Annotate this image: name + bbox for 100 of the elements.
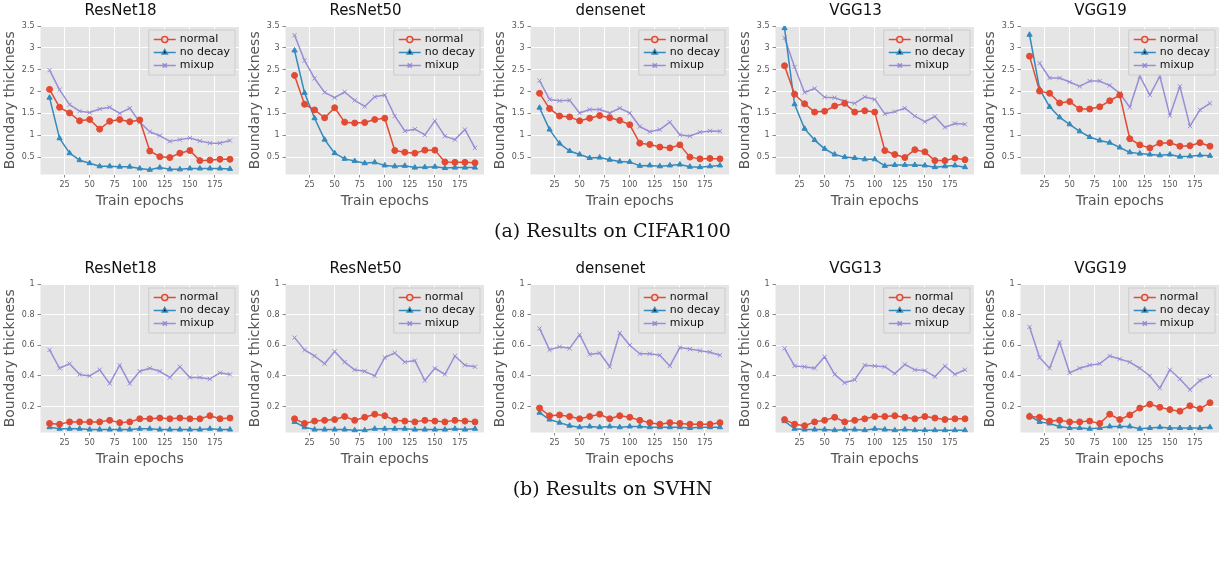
legend-label: no decay (424, 45, 476, 59)
y-tick-label: 0.2 (511, 401, 525, 411)
x-tick-label: 125 (1137, 180, 1153, 190)
x-tick-label: 25 (549, 180, 560, 190)
legend-label: normal (669, 290, 709, 304)
x-tick-label: 25 (549, 438, 560, 448)
y-tick-label: 1.5 (21, 108, 35, 118)
x-tick-label: 150 (672, 180, 688, 190)
x-tick-label: 25 (1039, 438, 1050, 448)
x-tick-label: 25 (1039, 180, 1050, 190)
legend-label: no decay (669, 45, 721, 59)
x-tick-label: 25 (794, 180, 805, 190)
x-tick-label: 125 (402, 438, 418, 448)
y-tick-label: 0.4 (21, 371, 35, 380)
x-axis-title: Train epochs (829, 450, 919, 467)
y-tick-label: 1 (1009, 130, 1015, 140)
y-axis-title: Boundary thickness (1, 289, 18, 428)
legend-label: no decay (914, 303, 966, 317)
x-tick-label: 150 (427, 180, 443, 190)
x-tick-label: 50 (574, 438, 585, 448)
legend-label: no decay (1159, 45, 1211, 59)
x-axis-title: Train epochs (829, 192, 919, 209)
y-tick-label: 1 (1009, 279, 1015, 289)
x-tick-label: 25 (59, 438, 70, 448)
y-tick-label: 0.5 (511, 152, 525, 162)
x-tick-label: 100 (377, 180, 393, 190)
x-tick-label: 25 (59, 180, 70, 190)
y-tick-label: 3.5 (1001, 21, 1015, 31)
x-tick-label: 100 (1112, 180, 1128, 190)
x-tick-label: 75 (599, 438, 610, 448)
x-tick-label: 125 (892, 438, 908, 448)
legend-label: no decay (669, 303, 721, 317)
x-tick-label: 50 (329, 438, 340, 448)
x-axis-title: Train epochs (339, 192, 429, 209)
x-axis-title: Train epochs (94, 450, 184, 467)
x-tick-label: 175 (697, 180, 713, 190)
x-tick-label: 100 (867, 438, 883, 448)
y-tick-label: 0.4 (266, 371, 280, 380)
legend-label: no decay (914, 45, 966, 59)
legend-label: no decay (179, 45, 231, 59)
legend-label: mixup (914, 316, 950, 330)
y-tick-label: 3 (519, 42, 525, 52)
x-tick-label: 75 (844, 438, 855, 448)
y-tick-label: 0.8 (266, 309, 280, 319)
y-tick-label: 2 (274, 86, 280, 96)
x-tick-label: 75 (354, 438, 365, 448)
chart-title: ResNet18 (84, 0, 157, 19)
y-tick-label: 0.2 (756, 401, 770, 411)
x-tick-label: 50 (819, 180, 830, 190)
x-tick-label: 150 (672, 438, 688, 448)
x-tick-label: 175 (697, 438, 713, 448)
x-tick-label: 125 (647, 438, 663, 448)
x-tick-label: 50 (819, 438, 830, 448)
x-tick-label: 175 (452, 180, 468, 190)
legend-label: mixup (914, 58, 950, 72)
y-tick-label: 0.6 (21, 340, 35, 350)
chart-title: ResNet50 (329, 0, 402, 19)
y-tick-label: 0.5 (266, 152, 280, 162)
x-axis-title: Train epochs (584, 450, 674, 467)
x-tick-label: 150 (182, 438, 198, 448)
y-tick-label: 0.5 (756, 152, 770, 162)
x-tick-label: 125 (647, 180, 663, 190)
chart-title: VGG13 (829, 0, 882, 19)
legend-label: mixup (1159, 58, 1195, 72)
x-axis-title: Train epochs (1074, 192, 1164, 209)
y-tick-label: 3 (1009, 42, 1015, 52)
x-axis-title: Train epochs (584, 192, 674, 209)
x-tick-label: 175 (942, 438, 958, 448)
x-tick-label: 50 (84, 438, 95, 448)
x-tick-label: 100 (622, 438, 638, 448)
y-tick-label: 1 (274, 130, 280, 140)
x-tick-label: 75 (1089, 438, 1100, 448)
y-axis-title: Boundary thickness (736, 289, 753, 428)
legend-label: mixup (669, 316, 705, 330)
x-tick-label: 50 (1064, 180, 1075, 190)
y-axis-title: Boundary thickness (736, 31, 753, 170)
legend-label: normal (424, 32, 464, 46)
y-tick-label: 3 (29, 42, 35, 52)
x-tick-label: 50 (84, 180, 95, 190)
y-tick-label: 1 (764, 279, 770, 289)
legend-label: mixup (424, 316, 460, 330)
chart-title: VGG19 (1074, 0, 1127, 19)
x-tick-label: 100 (132, 438, 148, 448)
x-tick-label: 25 (304, 438, 315, 448)
y-axis-title: Boundary thickness (981, 31, 998, 170)
y-tick-label: 2.5 (266, 64, 280, 74)
legend-label: normal (179, 32, 219, 46)
legend-label: mixup (179, 316, 215, 330)
legend-label: normal (669, 32, 709, 46)
y-tick-label: 3.5 (21, 21, 35, 31)
y-tick-label: 0.6 (511, 340, 525, 350)
y-axis-title: Boundary thickness (246, 31, 263, 170)
chart-title: VGG19 (1074, 258, 1127, 277)
y-axis-title: Boundary thickness (491, 31, 508, 170)
x-tick-label: 25 (304, 180, 315, 190)
x-tick-label: 100 (622, 180, 638, 190)
y-tick-label: 0.2 (1001, 401, 1015, 411)
x-axis-title: Train epochs (1074, 450, 1164, 467)
y-tick-label: 2 (1009, 86, 1015, 96)
x-tick-label: 125 (157, 438, 173, 448)
